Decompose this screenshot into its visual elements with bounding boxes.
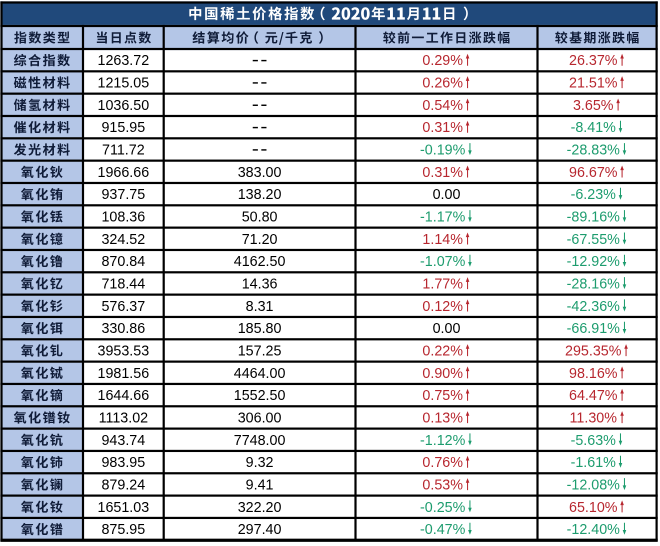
svg-text:-8.41%: -8.41% bbox=[571, 120, 617, 136]
svg-text:879.24: 879.24 bbox=[101, 477, 145, 493]
svg-text:0.31%: 0.31% bbox=[422, 120, 463, 136]
svg-text:0.75%: 0.75% bbox=[422, 388, 463, 404]
svg-text:718.44: 718.44 bbox=[101, 276, 145, 292]
svg-text:1215.05: 1215.05 bbox=[98, 76, 150, 92]
svg-text:1263.72: 1263.72 bbox=[98, 53, 150, 69]
svg-text:870.84: 870.84 bbox=[101, 254, 145, 270]
svg-text:0.12%: 0.12% bbox=[422, 299, 463, 315]
svg-text:-5.63%: -5.63% bbox=[571, 433, 617, 449]
svg-text:0.31%: 0.31% bbox=[422, 165, 463, 181]
svg-text:71.20: 71.20 bbox=[242, 232, 278, 248]
svg-text:0.13%: 0.13% bbox=[422, 410, 463, 426]
svg-text:306.00: 306.00 bbox=[238, 410, 282, 426]
svg-text:-12.92%: -12.92% bbox=[567, 254, 621, 270]
svg-text:-12.08%: -12.08% bbox=[567, 477, 621, 493]
svg-text:0.00: 0.00 bbox=[433, 321, 461, 337]
svg-text:9.32: 9.32 bbox=[246, 455, 274, 471]
svg-text:711.72: 711.72 bbox=[102, 142, 145, 158]
svg-text:576.37: 576.37 bbox=[101, 299, 145, 315]
svg-text:-1.07%: -1.07% bbox=[420, 254, 466, 270]
svg-text:-89.16%: -89.16% bbox=[567, 209, 621, 225]
svg-text:157.25: 157.25 bbox=[238, 343, 282, 359]
svg-text:138.20: 138.20 bbox=[238, 187, 282, 203]
svg-text:26.37%: 26.37% bbox=[569, 53, 618, 69]
svg-text:108.36: 108.36 bbox=[101, 209, 145, 225]
svg-text:9.41: 9.41 bbox=[246, 477, 274, 493]
svg-text:4162.50: 4162.50 bbox=[234, 254, 286, 270]
svg-text:1036.50: 1036.50 bbox=[98, 98, 150, 114]
svg-text:0.29%: 0.29% bbox=[422, 53, 463, 69]
svg-text:11.30%: 11.30% bbox=[570, 410, 618, 426]
svg-text:297.40: 297.40 bbox=[238, 522, 282, 538]
svg-text:295.35%: 295.35% bbox=[565, 343, 622, 359]
svg-text:1.77%: 1.77% bbox=[422, 276, 463, 292]
svg-text:14.36: 14.36 bbox=[242, 276, 278, 292]
svg-text:50.80: 50.80 bbox=[242, 209, 278, 225]
svg-text:21.51%: 21.51% bbox=[569, 76, 618, 92]
svg-text:1644.66: 1644.66 bbox=[98, 388, 150, 404]
svg-text:-0.25%: -0.25% bbox=[420, 500, 466, 516]
svg-text:1981.56: 1981.56 bbox=[98, 366, 150, 382]
svg-text:943.74: 943.74 bbox=[101, 433, 145, 449]
svg-text:-6.23%: -6.23% bbox=[571, 187, 617, 203]
svg-text:96.67%: 96.67% bbox=[569, 165, 618, 181]
svg-text:3953.53: 3953.53 bbox=[98, 343, 150, 359]
svg-text:7748.00: 7748.00 bbox=[234, 433, 286, 449]
svg-text:3.65%: 3.65% bbox=[573, 98, 614, 114]
svg-text:0.26%: 0.26% bbox=[422, 76, 463, 92]
svg-text:1.14%: 1.14% bbox=[422, 232, 463, 248]
svg-text:330.86: 330.86 bbox=[101, 321, 145, 337]
svg-text:383.00: 383.00 bbox=[238, 165, 282, 181]
svg-text:0.54%: 0.54% bbox=[422, 98, 463, 114]
svg-text:64.47%: 64.47% bbox=[569, 388, 618, 404]
svg-text:98.16%: 98.16% bbox=[569, 366, 618, 382]
svg-text:8.31: 8.31 bbox=[246, 299, 274, 315]
svg-text:185.80: 185.80 bbox=[238, 321, 282, 337]
svg-text:322.20: 322.20 bbox=[238, 500, 282, 516]
svg-text:-67.55%: -67.55% bbox=[567, 232, 621, 248]
svg-text:0.76%: 0.76% bbox=[422, 455, 463, 471]
svg-text:937.75: 937.75 bbox=[101, 187, 145, 203]
svg-text:-1.12%: -1.12% bbox=[420, 433, 466, 449]
svg-text:0.22%: 0.22% bbox=[422, 343, 463, 359]
svg-text:-0.19%: -0.19% bbox=[420, 142, 466, 158]
svg-text:1552.50: 1552.50 bbox=[234, 388, 286, 404]
svg-text:1113.02: 1113.02 bbox=[99, 410, 149, 426]
svg-text:983.95: 983.95 bbox=[101, 455, 145, 471]
svg-text:0.53%: 0.53% bbox=[422, 477, 463, 493]
svg-text:-1.17%: -1.17% bbox=[420, 209, 466, 225]
svg-text:0.00: 0.00 bbox=[433, 187, 461, 203]
svg-text:-42.36%: -42.36% bbox=[567, 299, 621, 315]
svg-text:0.90%: 0.90% bbox=[422, 366, 463, 382]
svg-text:-1.61%: -1.61% bbox=[571, 455, 617, 471]
svg-text:-12.40%: -12.40% bbox=[567, 522, 621, 538]
svg-text:1651.03: 1651.03 bbox=[98, 500, 150, 516]
svg-text:915.95: 915.95 bbox=[101, 120, 145, 136]
svg-text:1966.66: 1966.66 bbox=[98, 165, 150, 181]
svg-text:-66.91%: -66.91% bbox=[567, 321, 621, 337]
svg-text:324.52: 324.52 bbox=[101, 232, 145, 248]
svg-text:4464.00: 4464.00 bbox=[234, 366, 286, 382]
svg-text:875.95: 875.95 bbox=[101, 522, 145, 538]
svg-text:-28.83%: -28.83% bbox=[567, 142, 621, 158]
svg-text:-0.47%: -0.47% bbox=[420, 522, 466, 538]
svg-text:65.10%: 65.10% bbox=[569, 500, 618, 516]
svg-text:-28.16%: -28.16% bbox=[567, 276, 621, 292]
